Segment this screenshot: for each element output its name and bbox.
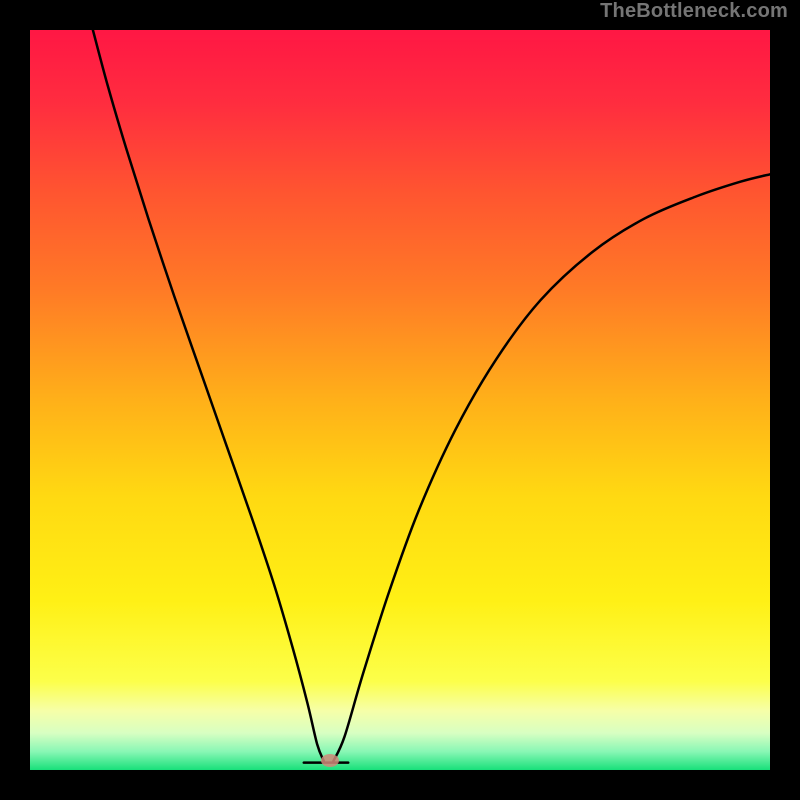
curve-left-branch <box>93 30 324 761</box>
curve-right-branch <box>333 174 770 761</box>
bottleneck-curve <box>30 30 770 770</box>
chart-outer-frame: TheBottleneck.com <box>0 0 800 800</box>
watermark-text: TheBottleneck.com <box>600 0 788 23</box>
plot-area <box>30 30 770 770</box>
optimum-marker <box>321 754 339 767</box>
